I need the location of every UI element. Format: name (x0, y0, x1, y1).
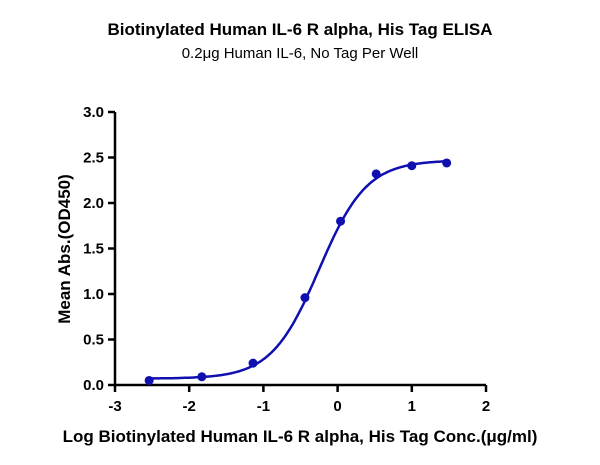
y-tick-label: 1.5 (83, 241, 104, 258)
data-point (407, 161, 417, 171)
y-tick-label: 1.0 (83, 286, 104, 303)
x-tick-label: 1 (408, 398, 416, 415)
data-point (442, 158, 452, 168)
chart-title: Biotinylated Human IL-6 R alpha, His Tag… (107, 20, 493, 39)
x-tick-label: 0 (333, 398, 341, 415)
data-point (144, 375, 154, 385)
fit-curve (149, 160, 446, 380)
y-tick-label: 3.0 (83, 104, 104, 121)
data-point (248, 358, 258, 368)
y-tick-label: 0.0 (83, 377, 104, 394)
data-point (300, 293, 310, 303)
y-tick-label: 2.0 (83, 195, 104, 212)
y-tick-label: 2.5 (83, 150, 104, 167)
chart-subtitle: 0.2μg Human IL-6, No Tag Per Well (181, 45, 419, 62)
data-point (336, 216, 346, 226)
x-tick-label: 2 (482, 398, 490, 415)
y-tick-label: 0.5 (83, 332, 104, 349)
y-axis-label: Mean Abs.(OD450) (55, 174, 74, 324)
x-tick-label: -2 (183, 398, 196, 415)
data-point (371, 169, 381, 179)
x-tick-label: -3 (108, 398, 121, 415)
data-point (197, 372, 207, 382)
x-tick-label: -1 (257, 398, 270, 415)
x-axis-label: Log Biotinylated Human IL-6 R alpha, His… (63, 427, 538, 446)
